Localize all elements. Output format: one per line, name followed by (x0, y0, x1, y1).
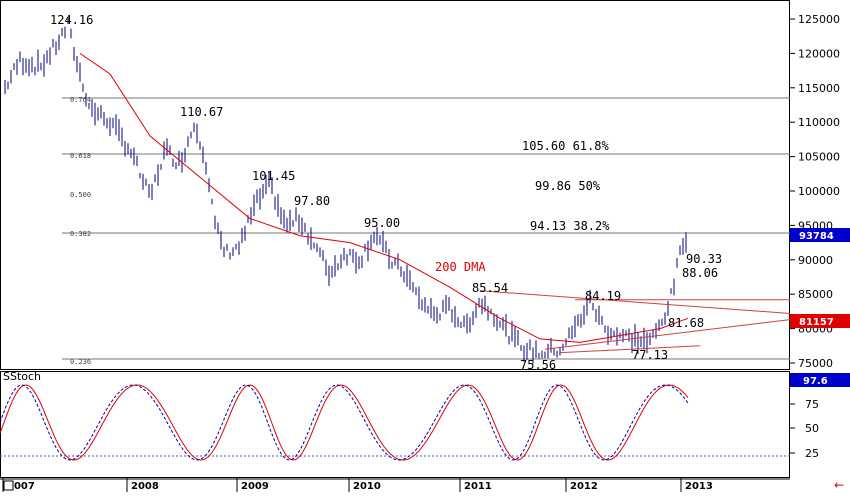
x-tick-label: 2008 (131, 481, 159, 492)
label-101: 101.45 (252, 169, 295, 183)
ma-200-line (79, 52, 689, 343)
price-series (4, 17, 687, 364)
y-tick-label: 125000 (798, 13, 840, 26)
moving-average (79, 52, 689, 343)
stoch-frame (0, 371, 790, 478)
trend-line (544, 319, 791, 350)
label-81: 81.68 (668, 316, 704, 330)
red-price-text: 81157 (799, 317, 834, 328)
label-97: 97.80 (294, 194, 330, 208)
y-tick-label: 115000 (798, 82, 840, 95)
grid (0, 0, 790, 478)
x-tick-label: 2010 (353, 481, 381, 492)
y-tick-label: 90000 (798, 254, 833, 267)
stoch-title: SStoch (3, 370, 41, 383)
label-85: 85.54 (472, 281, 508, 295)
price-frame (0, 0, 790, 370)
red-price-badge (790, 314, 850, 328)
stoch-tick-label: 50 (805, 422, 819, 435)
stoch-main-line (0, 384, 689, 461)
label-90: 90.33 (686, 252, 722, 266)
stoch-text: 97.6 (803, 376, 828, 387)
trend-line (479, 290, 791, 314)
x-tick-label: 2011 (464, 481, 492, 492)
bottom-checkbox[interactable] (3, 480, 14, 491)
label-84: 84.19 (585, 289, 621, 303)
label-77: 77.13 (632, 348, 668, 362)
label-fib-618: 105.60 61.8% (522, 139, 609, 153)
label-124: 124.16 (50, 13, 93, 27)
fib-level-0236: 0.236 (70, 358, 91, 366)
last-price-badge (790, 228, 850, 242)
x-tick-label: 2007 (7, 481, 35, 492)
trend-line (559, 345, 701, 354)
fib-level-0382: 0.382 (70, 230, 91, 238)
y-tick-label: 75000 (798, 357, 833, 370)
y-tick-label: 100000 (798, 185, 840, 198)
y-tick-label: 85000 (798, 288, 833, 301)
y-tick-label: 120000 (798, 47, 840, 60)
x-tick-label: 2013 (685, 481, 713, 492)
label-fib-50: 99.86 50% (535, 179, 601, 193)
label-75: 75.56 (520, 358, 556, 372)
x-axis: 2007 2008 2009 2010 2011 2012 2013 (0, 478, 790, 492)
fib-level-0500: 0.500 (70, 191, 91, 199)
fib-level-0764: 0.764 (70, 96, 91, 104)
stoch-signal-line (0, 384, 689, 461)
stoch-tick-label: 75 (805, 398, 819, 411)
label-200dma: 200 DMA (435, 260, 486, 274)
x-tick-label: 2012 (570, 481, 598, 492)
scroll-arrow-icon[interactable]: ← (834, 478, 844, 492)
y-tick-label: 105000 (798, 151, 840, 164)
fib-level-0618: 0.618 (70, 152, 91, 160)
label-88: 88.06 (682, 266, 718, 280)
last-price-text: 93784 (799, 231, 834, 242)
stoch-tick-label: 25 (805, 447, 819, 460)
label-95: 95.00 (364, 216, 400, 230)
stochastic-panel (0, 384, 689, 461)
stoch-badge (790, 373, 850, 387)
trend-lines (479, 290, 791, 354)
label-fib-382: 94.13 38.2% (530, 219, 610, 233)
label-110: 110.67 (180, 105, 223, 119)
x-tick-label: 2009 (241, 481, 269, 492)
y-tick-label: 110000 (798, 116, 840, 129)
